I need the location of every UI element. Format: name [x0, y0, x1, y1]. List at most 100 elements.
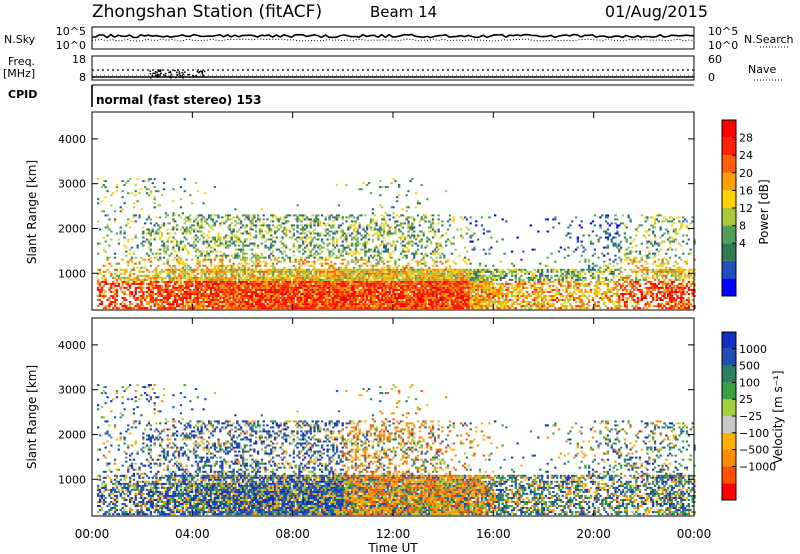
power-cell	[321, 214, 323, 216]
power-cell	[129, 227, 131, 229]
power-cell	[325, 224, 327, 226]
freq-dot-43	[168, 71, 170, 73]
power-cell	[193, 220, 195, 222]
power-cell	[116, 295, 118, 297]
power-cell	[167, 287, 169, 289]
power-cell	[406, 267, 408, 269]
power-cell	[342, 241, 344, 243]
power-cell	[313, 257, 315, 259]
power-cell	[185, 263, 187, 265]
power-cell	[434, 233, 436, 235]
power-cell	[159, 231, 161, 233]
power-cell	[178, 247, 180, 249]
power-cell	[202, 303, 204, 305]
power-cell	[223, 239, 225, 241]
power-cell	[133, 206, 135, 208]
power-cell	[364, 301, 366, 303]
power-cell	[328, 218, 330, 220]
power-cell	[407, 222, 409, 224]
power-cell	[336, 245, 338, 247]
power-cell	[122, 301, 124, 303]
power-cell	[402, 208, 404, 210]
power-cell	[447, 261, 449, 263]
power-cell	[264, 301, 266, 303]
power-cell	[377, 261, 379, 263]
power-cell	[180, 257, 182, 259]
power-cell	[199, 291, 201, 293]
power-cell	[255, 220, 257, 222]
power-cell	[97, 253, 99, 255]
power-cell	[197, 220, 199, 222]
power-cell	[163, 224, 165, 226]
power-cell	[99, 273, 101, 275]
power-cell	[404, 269, 406, 271]
power-cell	[197, 273, 199, 275]
power-cell	[202, 227, 204, 229]
power-cell	[210, 291, 212, 293]
power-cell	[374, 227, 376, 229]
power-cell	[167, 261, 169, 263]
power-cell	[407, 235, 409, 237]
power-cell	[345, 235, 347, 237]
power-cell	[372, 212, 374, 214]
power-cell	[319, 233, 321, 235]
power-cell	[103, 289, 105, 291]
power-cell	[383, 237, 385, 239]
power-cell	[116, 291, 118, 293]
power-cell	[283, 227, 285, 229]
power-cell	[353, 229, 355, 231]
power-cell	[236, 216, 238, 218]
power-cell	[142, 293, 144, 295]
power-cell	[379, 253, 381, 255]
power-cell	[449, 224, 451, 226]
power-cell	[116, 186, 118, 188]
power-cell	[295, 259, 297, 261]
power-cell	[264, 257, 266, 259]
power-cell	[240, 287, 242, 289]
power-cell	[389, 231, 391, 233]
power-cell	[148, 247, 150, 249]
power-cell	[112, 281, 114, 283]
power-cell	[105, 180, 107, 182]
power-cell	[374, 299, 376, 301]
freq-dot-60	[179, 76, 181, 78]
power-cell	[180, 229, 182, 231]
power-cell	[185, 299, 187, 301]
power-cell	[345, 265, 347, 267]
power-cell	[328, 216, 330, 218]
power-cell	[325, 216, 327, 218]
power-cell	[375, 245, 377, 247]
power-cell	[244, 265, 246, 267]
power-cell	[140, 289, 142, 291]
power-cell	[407, 251, 409, 253]
power-cell	[302, 243, 304, 245]
power-cell	[169, 275, 171, 277]
power-cell	[355, 301, 357, 303]
power-cell	[315, 255, 317, 257]
power-cell	[421, 245, 423, 247]
power-cell	[387, 281, 389, 283]
power-cell	[327, 259, 329, 261]
power-cell	[110, 273, 112, 275]
power-cell	[129, 253, 131, 255]
power-cell	[212, 220, 214, 222]
power-cell	[135, 220, 137, 222]
power-cell	[330, 231, 332, 233]
power-cell	[310, 245, 312, 247]
power-cell	[402, 299, 404, 301]
power-cell	[138, 216, 140, 218]
power-cell	[97, 281, 99, 283]
power-cell	[163, 305, 165, 307]
power-cell	[360, 257, 362, 259]
power-cell	[400, 237, 402, 239]
power-cell	[370, 255, 372, 257]
power-cell	[242, 233, 244, 235]
power-cell	[345, 267, 347, 269]
power-cell	[180, 281, 182, 283]
power-cell	[436, 247, 438, 249]
power-cell	[105, 279, 107, 281]
power-cell	[317, 218, 319, 220]
power-cell	[176, 259, 178, 261]
power-cell	[255, 224, 257, 226]
power-cell	[319, 224, 321, 226]
